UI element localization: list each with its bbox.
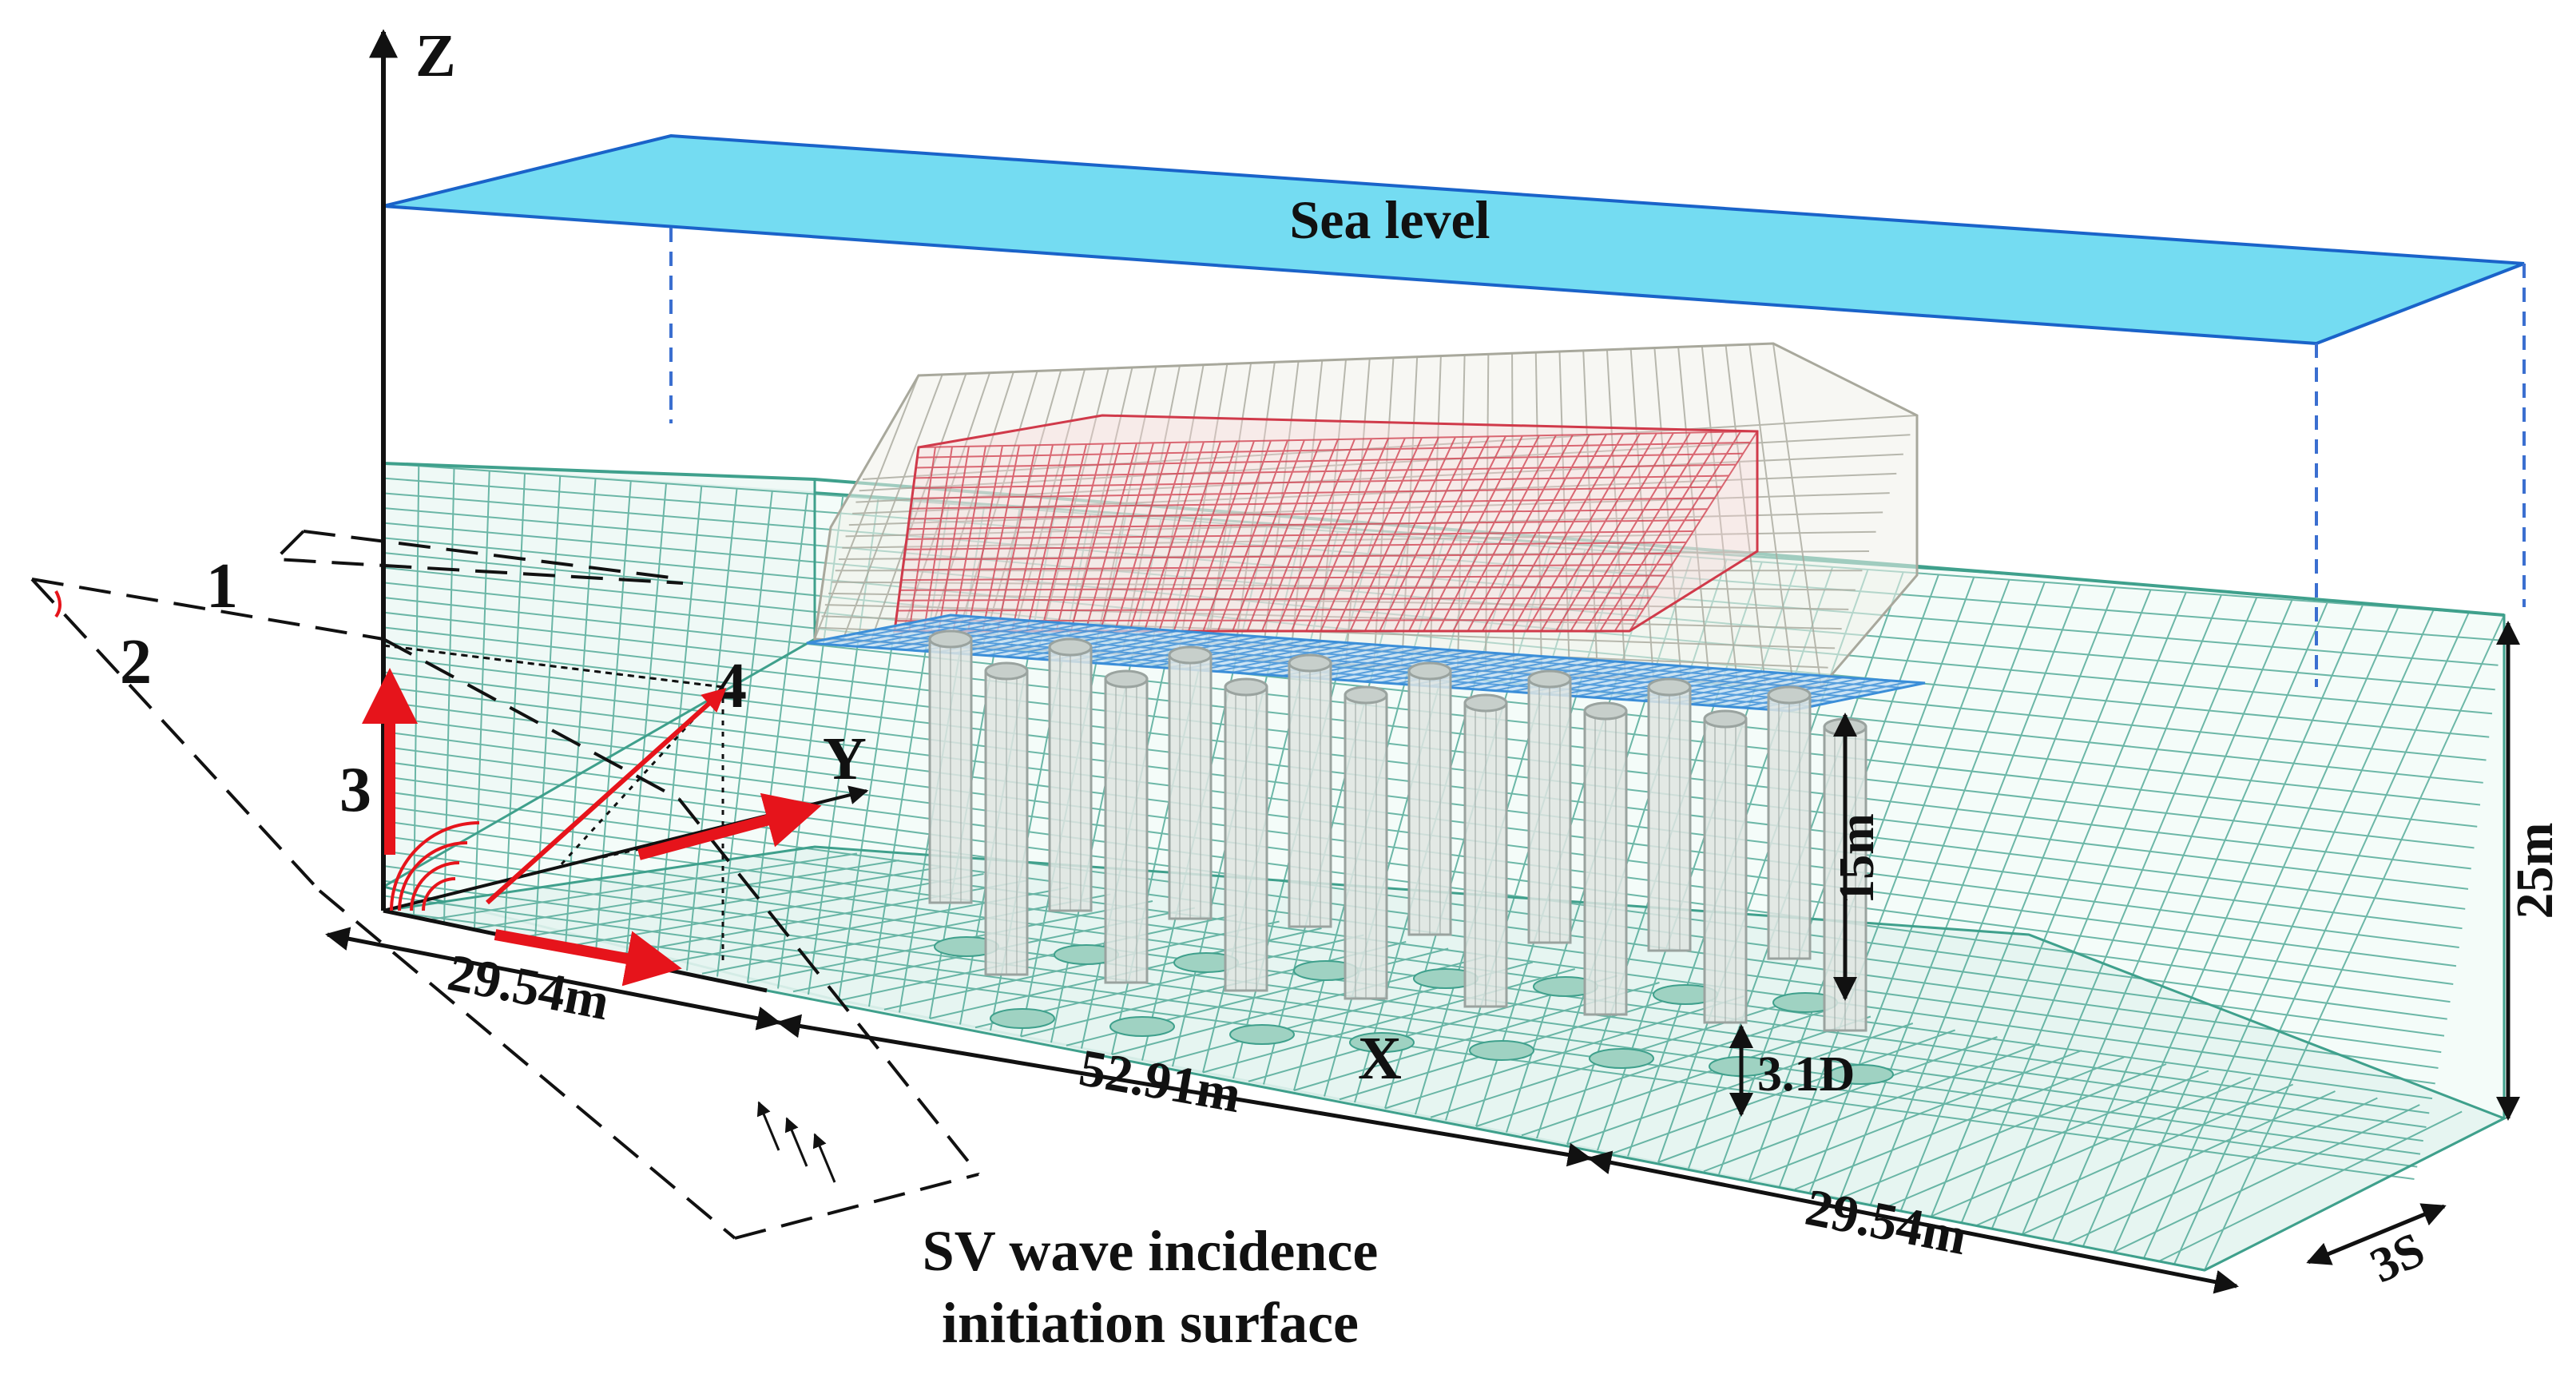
dim-right-line (1587, 1150, 2239, 1294)
pile (1583, 701, 1654, 1069)
pile (1104, 669, 1175, 1037)
vector-y (637, 792, 822, 860)
plane-1-outline (272, 530, 684, 585)
angle-arc-icon (54, 590, 62, 618)
initiation-diag (383, 637, 680, 800)
pile (1703, 709, 1774, 1077)
pile (1168, 645, 1239, 973)
sea-level-label: Sea level (1289, 189, 1490, 250)
pile-cap-mesh (806, 614, 1926, 713)
concentric-arcs-icon (390, 821, 480, 911)
pile (1767, 685, 1838, 1013)
z-axis-label: Z (415, 22, 456, 89)
pile (1527, 669, 1598, 997)
x-axis-label: X (1358, 1025, 1402, 1092)
dim-left-line (325, 927, 781, 1030)
angle-label-2: 2 (120, 627, 152, 697)
dim-embed-label: 3.1D (1757, 1047, 1855, 1102)
plane-2-left (31, 578, 384, 641)
plane-1-top (303, 530, 684, 581)
construction-lines (383, 644, 724, 967)
y-axis-label: Y (823, 725, 867, 792)
small-arrows-icon (756, 1101, 836, 1183)
pile (1407, 661, 1479, 989)
dim-pile-label: 15m (1830, 813, 1884, 904)
dim-depth-label: 3S (2363, 1222, 2433, 1293)
structure-mesh (893, 414, 1759, 633)
pile (1048, 637, 1119, 965)
angle-label-3: 3 (339, 755, 371, 825)
caption-line-2: initiation surface (942, 1291, 1359, 1355)
plane-2-diag (30, 578, 321, 892)
dimensions (325, 621, 2520, 1294)
caption-line-1: SV wave incidence (923, 1219, 1379, 1283)
dim-height-label: 25m (2506, 823, 2564, 919)
pile (928, 629, 999, 957)
initiation-surface-right (734, 1173, 979, 1240)
sea-level-plane: Sea level (383, 133, 2526, 687)
dim-depth-line (2306, 1203, 2447, 1265)
pile (1288, 653, 1359, 981)
initiation-surface-left (318, 889, 736, 1240)
dim-mid-line (776, 1014, 1592, 1167)
pile (984, 661, 1055, 1029)
vector-incident (485, 687, 727, 905)
angle-label-1: 1 (206, 551, 238, 621)
